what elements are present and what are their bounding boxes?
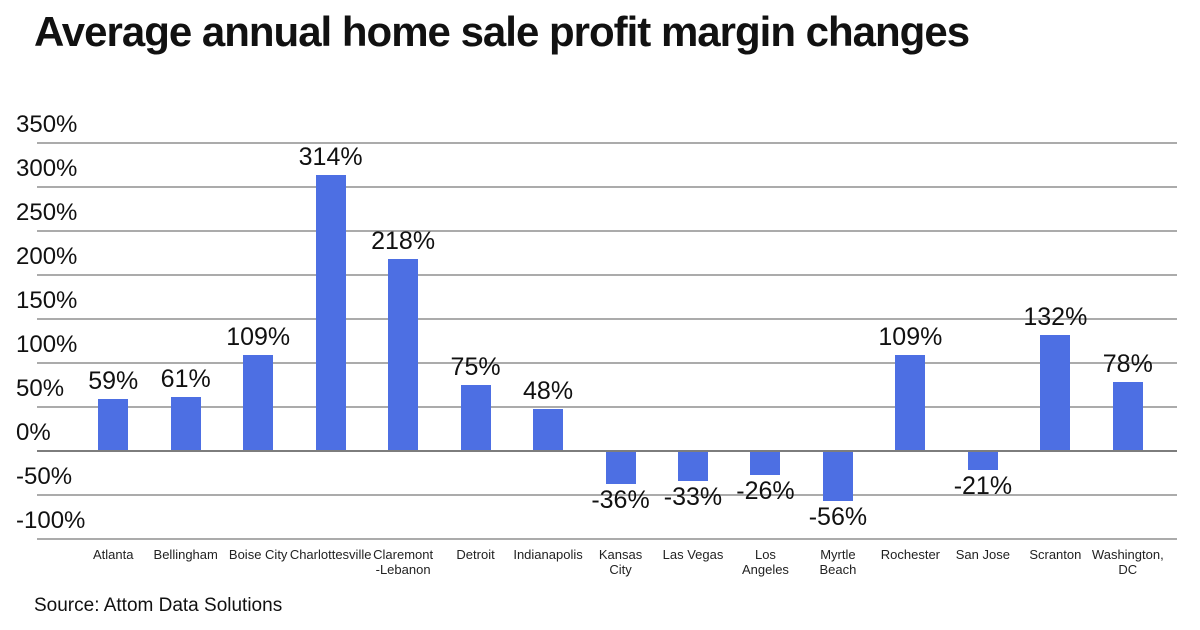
bar [243,355,274,451]
x-axis-category-label: Washington, DC [1091,547,1164,577]
y-axis-tick-label: 300% [16,155,78,182]
x-axis-category-label: Claremont -Lebanon [373,547,434,577]
bar-value-label: 78% [1102,350,1153,379]
y-axis-tick-label: 50% [16,375,65,402]
gridline [37,274,1177,276]
gridline [37,406,1177,408]
x-axis-category-label: Bellingham [153,547,218,562]
bar-value-label: 61% [160,365,211,394]
gridline [37,362,1177,364]
bar [388,259,419,451]
gridline [37,186,1177,188]
y-axis-tick-label: 350% [16,111,78,138]
chart-title: Average annual home sale profit margin c… [34,8,970,55]
bar [170,397,201,451]
y-axis-tick-label: 0% [16,419,51,446]
bar-value-label: 314% [298,142,363,171]
x-axis-category-label: San Jose [955,547,1010,562]
bar-value-label: 109% [878,323,943,352]
gridline [37,538,1177,540]
x-axis-category-label: Atlanta [92,547,134,562]
bar [750,452,781,475]
bar [677,452,708,482]
gridline [37,494,1177,496]
x-axis-category-label: Charlottesville [289,547,372,562]
y-axis-tick-label: 150% [16,287,78,314]
bar-value-label: -56% [808,503,868,532]
y-axis-tick-label: 100% [16,331,78,358]
x-axis-category-label: Los Angeles [741,547,789,577]
y-axis-tick-label: 250% [16,199,78,226]
x-axis-category-label: Myrtle Beach [819,547,857,577]
bar-value-label: 218% [371,227,436,256]
bar-value-label: 75% [450,353,501,381]
bar-value-label: -33% [663,483,723,512]
bar-value-label: -26% [736,476,795,505]
bar [315,174,346,451]
bar [533,408,564,451]
gridline [37,318,1177,320]
gridline [37,142,1177,144]
bar [98,399,129,451]
x-axis-category-label: Detroit [456,547,495,562]
bar [460,385,491,451]
bar [1112,382,1143,451]
gridline [37,230,1177,232]
bar [822,452,853,502]
bar-value-label: 109% [226,323,291,352]
bar [1040,334,1071,451]
bar-value-label: -36% [591,485,650,514]
bar [967,452,998,471]
x-axis-category-label: Las Vegas [662,547,724,562]
y-axis-tick-label: -100% [16,507,86,534]
x-axis-category-label: Rochester [880,547,941,562]
x-axis-category-label: Boise City [228,547,288,562]
y-axis-tick-label: -50% [16,463,73,490]
source-note: Source: Attom Data Solutions [34,595,283,616]
bar-value-label: -21% [953,472,1013,501]
x-axis-category-label: Kansas City [598,547,643,577]
bar-value-label: 48% [523,376,574,405]
x-axis-category-label: Scranton [1029,547,1082,562]
bar-value-label: 132% [1023,302,1088,331]
x-axis-category-label: Indianapolis [513,547,583,562]
y-axis-tick-label: 200% [16,243,78,270]
gridline [37,450,1177,452]
bar [605,452,636,484]
bar-value-label: 59% [88,367,139,396]
bar [895,355,926,451]
